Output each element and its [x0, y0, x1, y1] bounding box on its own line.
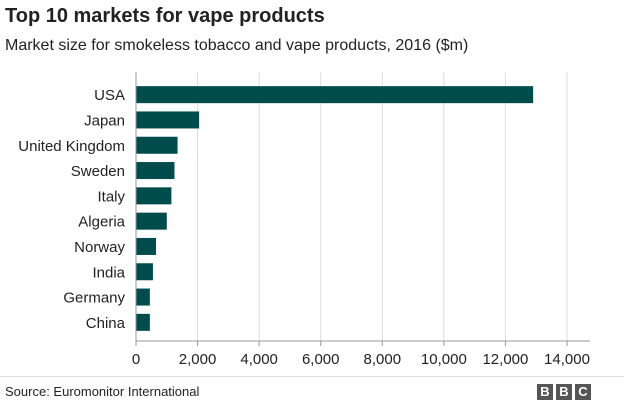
bbc-logo-letter-2: B [556, 384, 572, 400]
footer-divider [0, 376, 624, 377]
category-label: United Kingdom [18, 138, 125, 155]
category-label: Norway [74, 239, 125, 256]
bar [136, 263, 153, 281]
category-label: Algeria [78, 214, 125, 231]
category-label: India [92, 264, 125, 281]
category-label: USA [94, 87, 125, 104]
bar [136, 111, 200, 129]
x-tick-label: 8,000 [364, 351, 402, 368]
bbc-logo-letter-1: B [537, 384, 553, 400]
category-label: Sweden [71, 163, 125, 180]
bar [136, 313, 150, 331]
chart-subtitle: Market size for smokeless tobacco and va… [5, 37, 469, 54]
x-tick-label: 4,000 [240, 351, 278, 368]
x-tick-label: 6,000 [302, 351, 340, 368]
x-tick-label: 10,000 [421, 351, 467, 368]
x-tick-label: 12,000 [482, 351, 528, 368]
source-note: Source: Euromonitor International [5, 384, 200, 399]
bar [136, 86, 534, 104]
bbc-logo: B B C [537, 384, 591, 400]
bar [136, 288, 150, 306]
category-label: Germany [63, 290, 125, 307]
bar [136, 162, 175, 180]
chart-title: Top 10 markets for vape products [5, 5, 325, 27]
x-tick-label: 0 [132, 351, 140, 368]
bar [136, 136, 178, 154]
category-label: China [86, 315, 126, 332]
x-tick-label: 2,000 [179, 351, 217, 368]
category-label: Italy [97, 188, 125, 205]
bbc-logo-letter-3: C [575, 384, 591, 400]
bar [136, 237, 157, 255]
bar [136, 187, 172, 205]
category-label: Japan [84, 112, 125, 129]
bar [136, 212, 167, 230]
x-tick-label: 14,000 [544, 351, 590, 368]
